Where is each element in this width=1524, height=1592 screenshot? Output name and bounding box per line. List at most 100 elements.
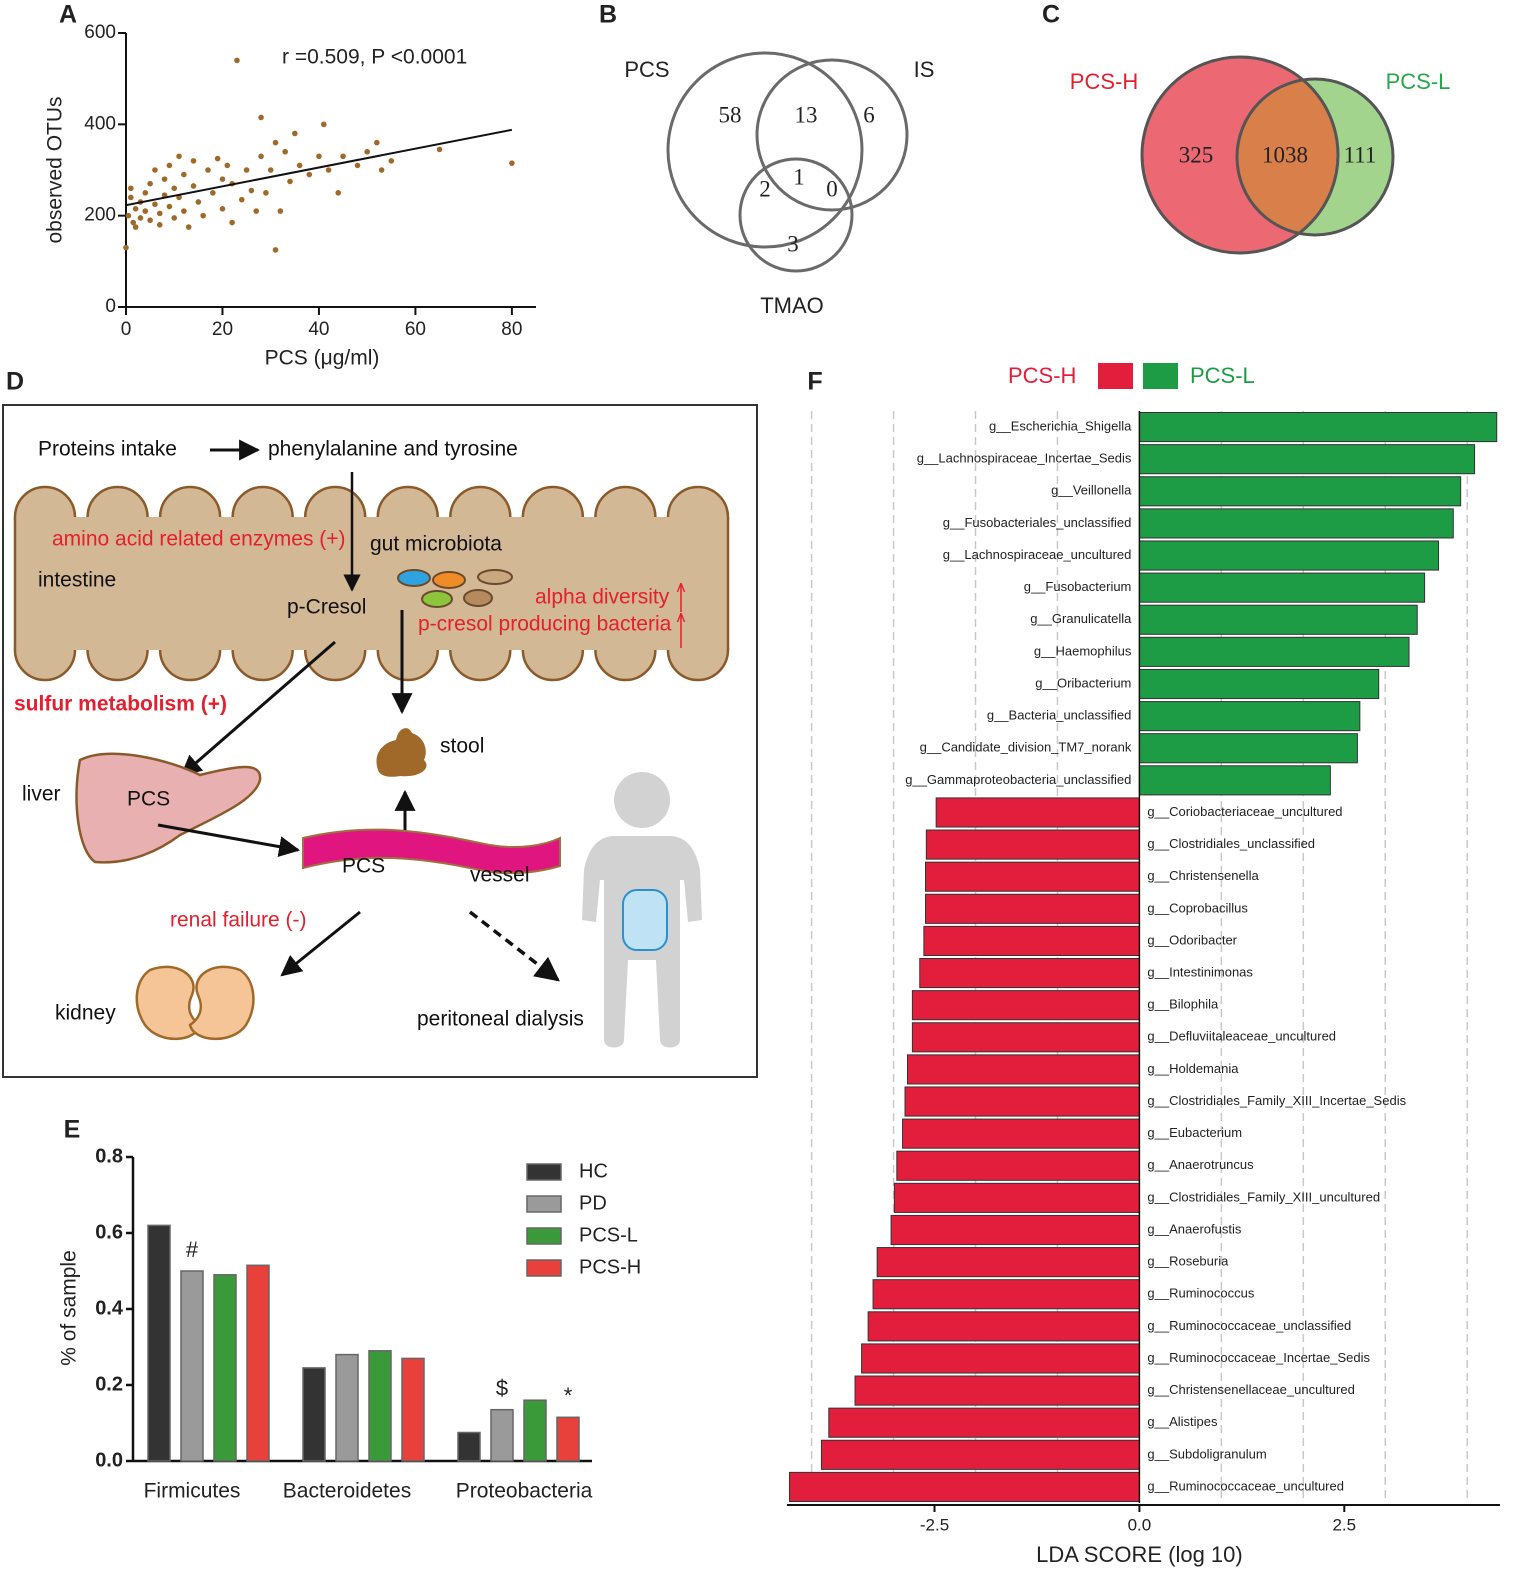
diagram-frame <box>2 404 758 1078</box>
y-tick-label: 0.8 <box>95 1145 123 1167</box>
category-label: g__Subdoligranulum <box>1147 1446 1266 1461</box>
venn-outline <box>666 51 864 249</box>
category-label: g__Clostridiales_Family_XIII_uncultured <box>1147 1189 1380 1204</box>
point <box>166 203 173 210</box>
liver <box>75 752 262 864</box>
bar <box>935 797 1140 828</box>
point <box>142 208 149 214</box>
x-tick-label: 2.5 <box>1332 1515 1356 1534</box>
point <box>238 196 245 203</box>
bar <box>861 1343 1140 1374</box>
dashed-arrow <box>468 910 560 982</box>
point <box>272 139 279 146</box>
category-label: g__Ruminococcus <box>1147 1286 1254 1301</box>
point <box>152 201 158 208</box>
bar <box>246 1264 270 1462</box>
diagram-d <box>2 404 758 1078</box>
legend-swatch <box>1143 363 1178 389</box>
legend-swatch <box>526 1227 562 1245</box>
category-label: g__Eubacterium <box>1147 1125 1242 1140</box>
point <box>282 148 288 155</box>
bar <box>896 1150 1140 1181</box>
point <box>263 190 269 196</box>
bar <box>893 1182 1140 1213</box>
point <box>152 167 158 173</box>
point <box>142 190 149 196</box>
arrow <box>157 823 301 858</box>
bar <box>902 1118 1140 1149</box>
panel-label: E <box>64 1116 81 1144</box>
category-label: g__Anaerotruncus <box>1147 1157 1254 1172</box>
point <box>147 180 153 187</box>
diagram-text: liver <box>22 783 61 806</box>
bar <box>523 1399 547 1462</box>
category-label: g__Fusobacterium <box>1024 579 1132 594</box>
category-label: g__Haemophilus <box>1034 643 1132 658</box>
point <box>248 187 255 194</box>
venn-label: IS <box>914 57 935 82</box>
bar <box>1138 476 1462 507</box>
bar <box>1138 668 1380 700</box>
category-label: g__Bilophila <box>1147 997 1219 1012</box>
diagram-text: renal failure (-) <box>170 909 307 932</box>
x-tick-label: 40 <box>308 319 329 340</box>
point <box>200 212 206 219</box>
point <box>258 114 264 121</box>
venn-count: 2 <box>759 176 771 201</box>
bar <box>1138 540 1440 571</box>
intestine-body <box>15 517 728 650</box>
point <box>132 224 139 230</box>
x-axis-label: PCS (μg/ml) <box>265 347 380 370</box>
category-label: g__Bacteria_unclassified <box>987 708 1132 723</box>
point <box>229 219 235 226</box>
bar <box>925 861 1140 892</box>
bacterium <box>421 590 453 608</box>
point <box>378 167 385 173</box>
bar <box>828 1407 1140 1438</box>
venn-outline <box>1235 77 1395 237</box>
category-label: g__Anaerofustis <box>1147 1221 1241 1236</box>
category-label: g__Alistipes <box>1147 1414 1218 1429</box>
venn-outline <box>755 58 909 212</box>
point <box>320 121 327 128</box>
point <box>388 158 395 164</box>
category-label: g__Lachnospiraceae_uncultured <box>943 547 1132 562</box>
point <box>161 176 168 182</box>
venn-label: PCS <box>624 57 669 82</box>
point <box>287 178 293 185</box>
category-label: g__Roseburia <box>1147 1254 1229 1269</box>
bar <box>867 1311 1140 1342</box>
point <box>125 212 132 219</box>
venn-count: 1 <box>793 164 805 189</box>
bar <box>180 1270 204 1462</box>
point <box>128 185 134 192</box>
point <box>210 190 216 196</box>
venn-label: PCS-H <box>1070 69 1138 94</box>
bar <box>1138 701 1361 732</box>
category-label: g__Defluviitaleaceae_uncultured <box>1147 1029 1336 1044</box>
point <box>277 208 284 214</box>
bar <box>925 829 1140 860</box>
category-label: g__Coprobacillus <box>1147 900 1248 915</box>
bar <box>906 1054 1140 1085</box>
point <box>335 190 342 196</box>
intestine <box>13 485 730 682</box>
point <box>296 162 303 169</box>
y-tick-label: 200 <box>84 205 116 226</box>
diagram-text: peritoneal dialysis <box>417 1008 584 1031</box>
chart-title: r =0.509, P <0.0001 <box>282 46 467 69</box>
diagram-text: intestine <box>38 569 116 592</box>
bar <box>890 1214 1140 1246</box>
category-label: g__Coriobacteriaceae_uncultured <box>1147 804 1342 819</box>
category-label: g__Christensenellaceae_uncultured <box>1147 1382 1354 1397</box>
category-label: g__Clostridiales_Family_XIII_Incertae_Se… <box>1147 1093 1406 1108</box>
point <box>181 208 187 214</box>
category-label: g__Ruminococcaceae_uncultured <box>1147 1478 1344 1493</box>
bar <box>490 1408 514 1462</box>
venn-outline <box>738 157 854 273</box>
category-label: g__Christensenella <box>1147 868 1259 883</box>
venn-count: 325 <box>1179 142 1214 167</box>
venn-count: 58 <box>719 102 742 127</box>
point <box>130 219 137 226</box>
